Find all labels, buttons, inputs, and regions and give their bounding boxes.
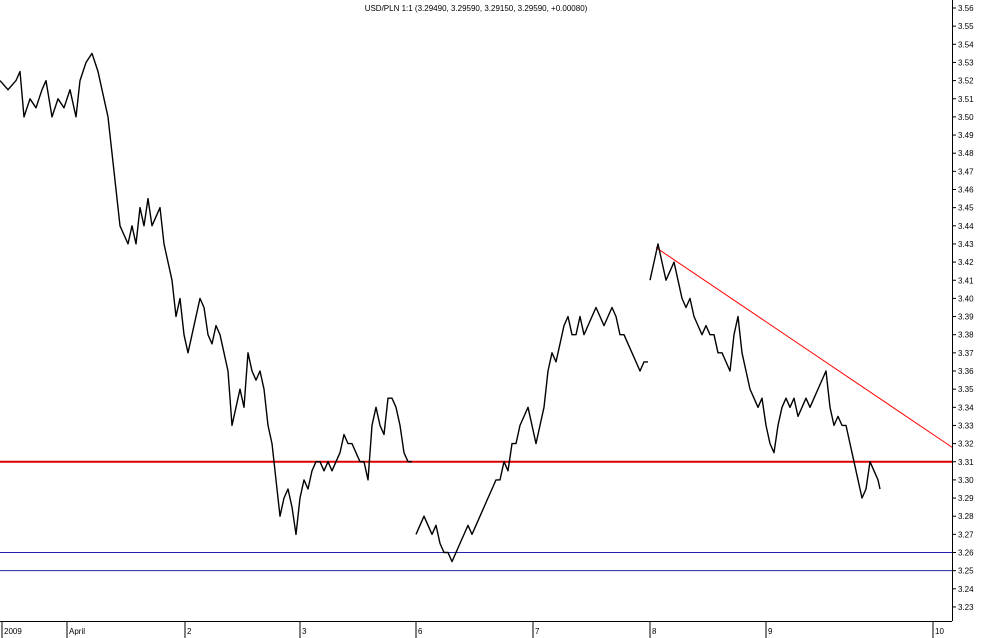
y-tick-label: 3.33 [958,421,974,430]
y-tick-label: 3.51 [958,95,974,104]
y-tick-label: 3.25 [958,567,974,576]
reference-lines [0,247,953,572]
y-tick-label: 3.29 [958,494,974,503]
x-tick-label: 8 [652,627,657,636]
chart-title: USD/PLN 1:1 (3.29490, 3.29590, 3.29150, … [365,4,588,13]
price-line-segment [0,52,412,536]
y-tick-label: 3.43 [958,240,974,249]
y-tick-label: 3.46 [958,186,974,195]
y-tick-label: 3.53 [958,58,974,67]
y-tick-label: 3.56 [958,4,974,13]
x-tick-label: 7 [535,627,540,636]
y-tick-label: 3.45 [958,204,974,213]
x-tick-label: 2009 [4,627,22,636]
y-tick-label: 3.49 [958,131,974,140]
y-tick-label: 3.38 [958,331,974,340]
price-line-segment [415,306,648,563]
y-axis: 3.56 3.55 3.54 3.53 3.52 3.51 3.50 3.49 3.48 3.47… [952,4,974,612]
y-tick-label: 3.23 [958,603,974,612]
y-tick-label: 3.44 [958,222,974,231]
y-tick-label: 3.37 [958,349,974,358]
y-tick-label: 3.35 [958,385,974,394]
x-tick-label: 10 [935,627,944,636]
x-tick-label: 2 [187,627,192,636]
y-tick-label: 3.30 [958,476,974,485]
x-tick-label: 3 [302,627,307,636]
y-tick-label: 3.52 [958,77,974,86]
y-tick-label: 3.55 [958,22,974,31]
x-tick-label: 6 [418,627,423,636]
y-tick-label: 3.24 [958,585,974,594]
y-tick-label: 3.31 [958,458,974,467]
trendline [655,247,953,448]
y-tick-label: 3.41 [958,276,974,285]
y-tick-label: 3.42 [958,258,974,267]
y-tick-label: 3.54 [958,40,974,49]
y-tick-label: 3.34 [958,403,974,412]
y-tick-label: 3.48 [958,149,974,158]
y-tick-label: 3.28 [958,512,974,521]
x-axis: 2009 April 2 3 6 7 8 9 10 [1,621,944,638]
y-tick-label: 3.26 [958,549,974,558]
price-line-segment [649,243,881,499]
y-tick-label: 3.50 [958,113,974,122]
y-tick-label: 3.36 [958,367,974,376]
y-tick-label: 3.39 [958,313,974,322]
x-tick-label: April [69,627,85,636]
y-tick-label: 3.47 [958,167,974,176]
plot-area [0,0,953,622]
x-tick-label: 9 [768,627,773,636]
y-tick-label: 3.27 [958,530,974,539]
y-tick-label: 3.32 [958,440,974,449]
y-tick-label: 3.40 [958,294,974,303]
price-series [0,52,881,563]
